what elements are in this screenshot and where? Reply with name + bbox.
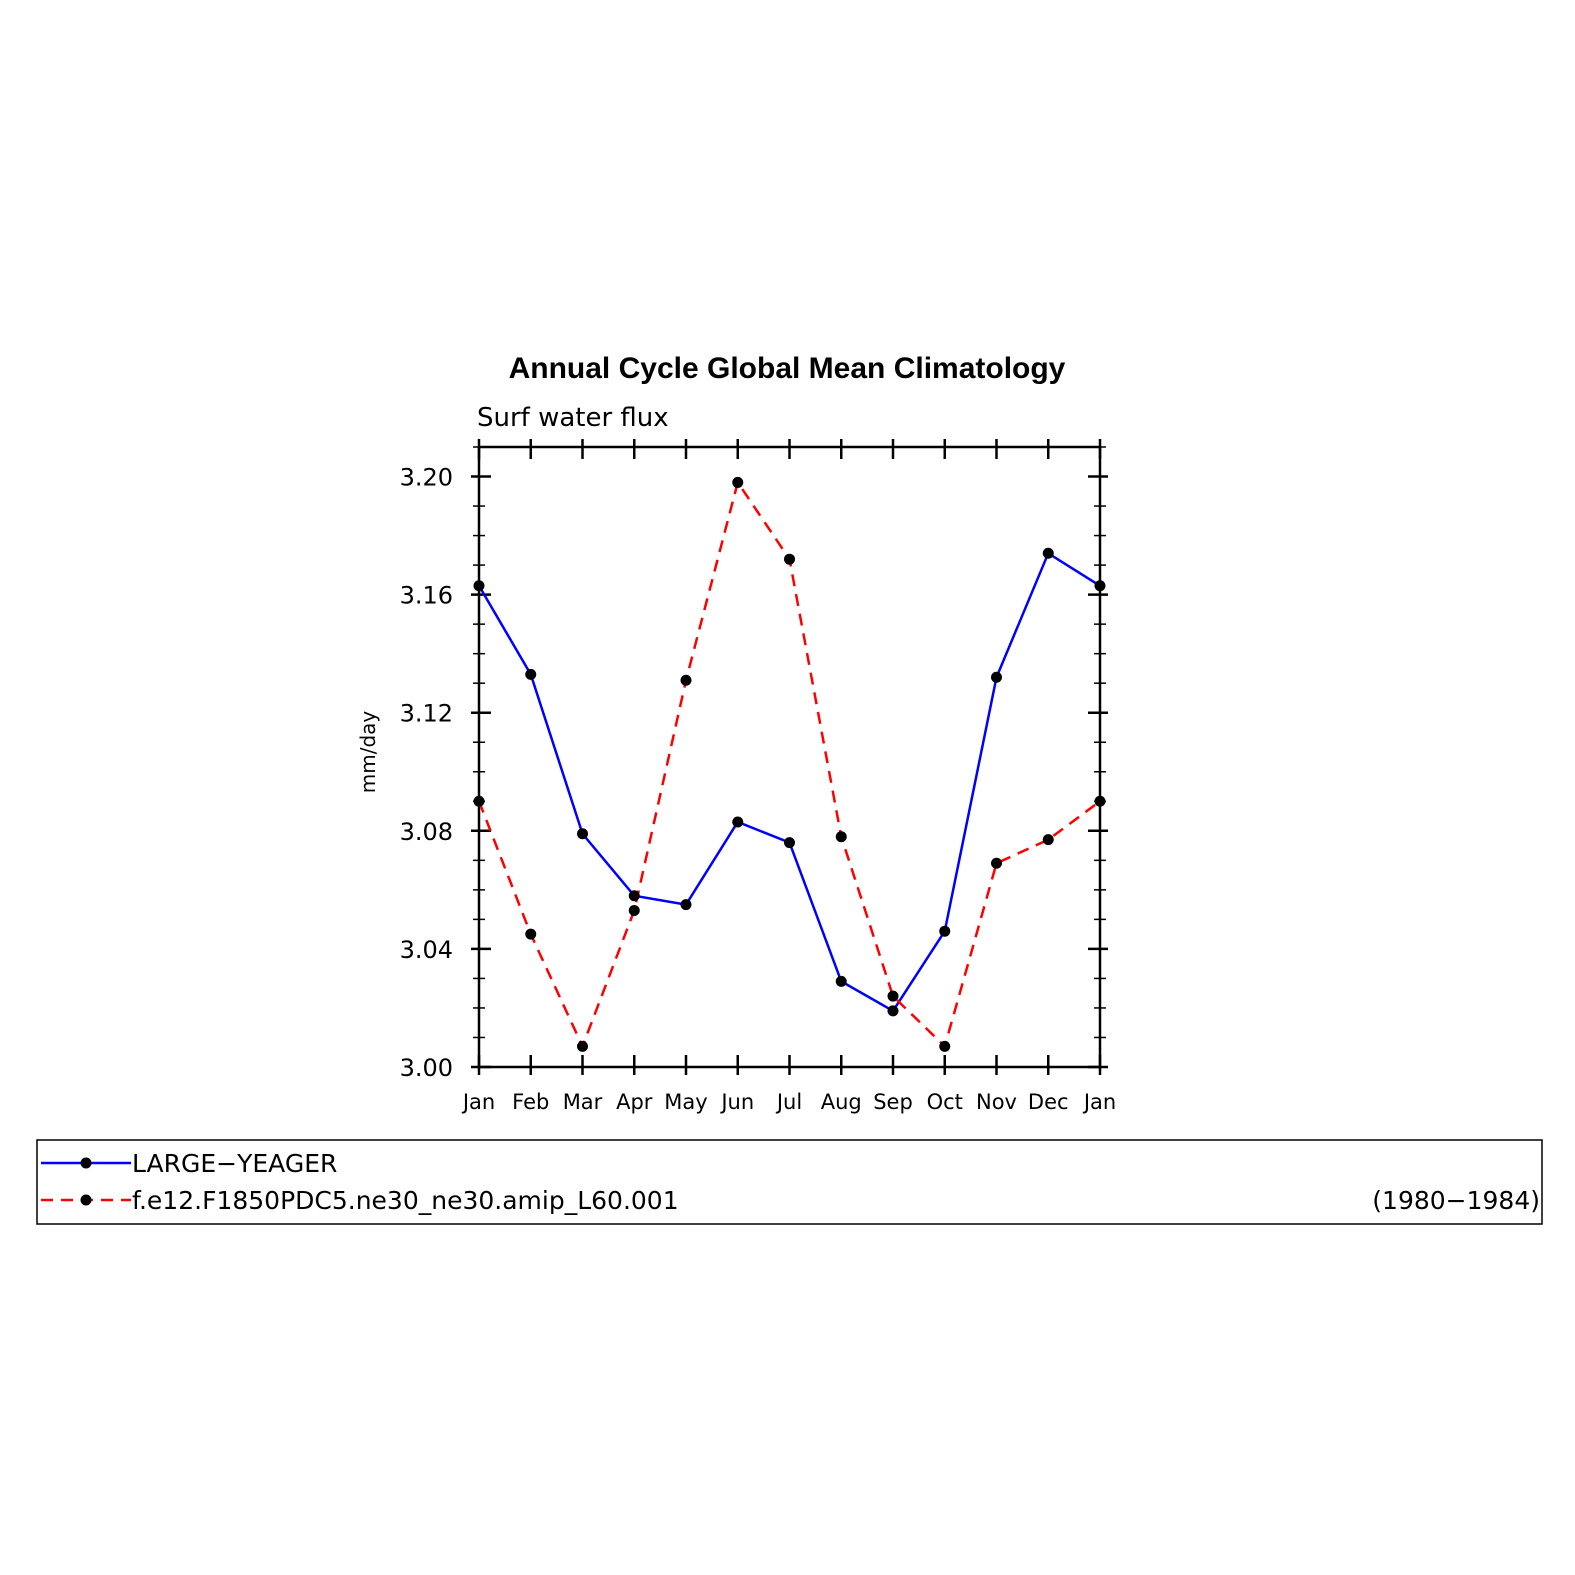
- y-tick-label: 3.20: [400, 464, 453, 492]
- x-tick-label: Jan: [461, 1090, 495, 1114]
- y-tick-label: 3.04: [400, 936, 453, 964]
- x-tick-label: Mar: [563, 1090, 603, 1114]
- y-tick-label: 3.12: [400, 700, 453, 728]
- series-2-point: [784, 553, 795, 565]
- y-tick-label: 3.08: [400, 818, 453, 846]
- series-1-point: [732, 816, 744, 828]
- axes: Jan Feb Mar Apr May Jun Jul Aug Sep Oct Nov Dec Jan 3…: [400, 439, 1116, 1114]
- series-2-point: [887, 990, 899, 1002]
- legend-annotation: (1980−1984): [1372, 1186, 1540, 1215]
- series-2-point: [732, 476, 744, 488]
- series-2-point: [473, 795, 485, 807]
- series-line-2: [477, 479, 1101, 1050]
- y-tick-label: 3.16: [400, 582, 453, 610]
- legend: (1980−1984) LARGE−YEAGER f.e12.F1850PDC5.…: [36, 1139, 1543, 1225]
- series-1-point: [1042, 547, 1054, 559]
- chart-title: Annual Cycle Global Mean Climatology: [509, 352, 1066, 385]
- series-2-point: [1042, 834, 1054, 846]
- series-2-point: [525, 928, 537, 940]
- series-2-point: [680, 674, 692, 686]
- series-1-point: [939, 925, 951, 937]
- x-tick-label: May: [664, 1090, 707, 1114]
- legend-marker-1: [80, 1157, 92, 1169]
- series-1-point: [835, 975, 847, 987]
- x-tick-label: Jun: [719, 1090, 754, 1114]
- series-2-point: [628, 905, 640, 917]
- legend-marker-2: [80, 1194, 92, 1206]
- series-1-point: [887, 1005, 899, 1017]
- x-tick-label: Dec: [1028, 1090, 1069, 1114]
- series-1-point: [991, 671, 1002, 683]
- series-2-point: [1094, 795, 1106, 807]
- series-1-point: [1094, 580, 1106, 592]
- x-tick-label: Nov: [976, 1090, 1017, 1114]
- legend-label-1: LARGE−YEAGER: [132, 1149, 337, 1178]
- x-tick-label: Jul: [775, 1090, 802, 1114]
- x-tick-label: Apr: [616, 1090, 653, 1114]
- series-layer: [473, 476, 1106, 1052]
- series-1-point: [577, 828, 588, 840]
- series-1-point: [784, 837, 795, 849]
- y-axis-label: mm/day: [356, 711, 380, 794]
- series-line-1: [477, 551, 1101, 1013]
- series-2-point: [577, 1040, 588, 1052]
- series-2-point: [835, 831, 847, 843]
- series-2-point: [991, 857, 1002, 869]
- series-1-point: [628, 890, 640, 902]
- x-tick-label: Aug: [821, 1090, 862, 1114]
- x-tick-label: Jan: [1082, 1090, 1116, 1114]
- legend-box: [36, 1139, 1543, 1225]
- x-tick-label: Sep: [873, 1090, 913, 1114]
- x-tick-label: Feb: [512, 1090, 549, 1114]
- chart-subtitle: Surf water flux: [477, 403, 669, 433]
- series-1-point: [525, 668, 537, 680]
- plot-frame: [477, 445, 1102, 1069]
- series-1-point: [473, 580, 485, 592]
- y-tick-label: 3.00: [400, 1054, 453, 1082]
- x-tick-label: Oct: [927, 1090, 963, 1114]
- legend-label-2: f.e12.F1850PDC5.ne30_ne30.amip_L60.001: [132, 1186, 679, 1215]
- series-1-point: [680, 899, 692, 911]
- series-2-point: [939, 1040, 951, 1052]
